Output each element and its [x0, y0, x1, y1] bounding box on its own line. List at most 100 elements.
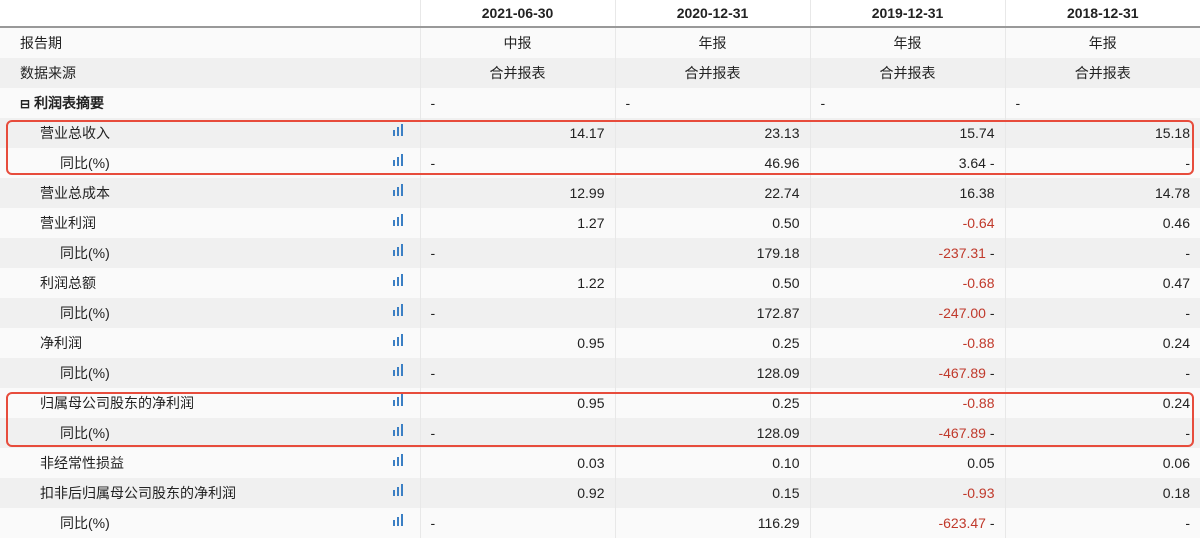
cell-value: 0.18 — [1005, 478, 1200, 508]
collapse-icon[interactable]: ⊟ — [20, 97, 30, 111]
cell-value: - — [1005, 418, 1200, 448]
row-label: 同比(%) — [0, 148, 420, 178]
col-header-3: 2018-12-31 — [1005, 0, 1200, 27]
chart-icon[interactable] — [392, 303, 410, 320]
row-net_profit: 净利润0.950.25-0.880.24 — [0, 328, 1200, 358]
chart-icon[interactable] — [392, 333, 410, 350]
row-label: 同比(%) — [0, 238, 420, 268]
cell-value: 0.15 — [615, 478, 810, 508]
row-data-source: 数据来源合并报表合并报表合并报表合并报表 — [0, 58, 1200, 88]
cell-value: 46.96 — [615, 148, 810, 178]
row-label: 营业利润 — [0, 208, 420, 238]
col-header-2: 2019-12-31 — [810, 0, 1005, 27]
cell-value: -0.64 — [810, 208, 1005, 238]
cell-value: 0.50 — [615, 208, 810, 238]
row-label: 同比(%) — [0, 508, 420, 538]
row-label: 归属母公司股东的净利润 — [0, 388, 420, 418]
cell-value: 1.27 — [420, 208, 615, 238]
col-header-1: 2020-12-31 — [615, 0, 810, 27]
cell-value: 22.74 — [615, 178, 810, 208]
cell-value: 179.18 — [615, 238, 810, 268]
cell-value: 0.47 — [1005, 268, 1200, 298]
cell-value: -247.00 - — [810, 298, 1005, 328]
row-total_rev_yoy: 同比(%)-46.963.64 -- — [0, 148, 1200, 178]
row-label: 净利润 — [0, 328, 420, 358]
cell-value: 15.74 — [810, 118, 1005, 148]
chart-icon[interactable] — [392, 123, 410, 140]
chart-icon[interactable] — [392, 483, 410, 500]
chart-icon[interactable] — [392, 453, 410, 470]
cell-value: -237.31 - — [810, 238, 1005, 268]
cell-value: 172.87 — [615, 298, 810, 328]
cell-value: - — [420, 148, 615, 178]
cell-value: 0.50 — [615, 268, 810, 298]
cell-value: 0.24 — [1005, 388, 1200, 418]
cell-value: 0.24 — [1005, 328, 1200, 358]
row-op_profit_yoy: 同比(%)-179.18-237.31 -- — [0, 238, 1200, 268]
row-label: 扣非后归属母公司股东的净利润 — [0, 478, 420, 508]
cell-value: 年报 — [615, 27, 810, 58]
cell-value: 0.95 — [420, 328, 615, 358]
row-adj_parent_np: 扣非后归属母公司股东的净利润0.920.15-0.930.18 — [0, 478, 1200, 508]
cell-value: - — [1005, 508, 1200, 538]
cell-value: 14.17 — [420, 118, 615, 148]
chart-icon[interactable] — [392, 153, 410, 170]
cell-value: 3.64 - — [810, 148, 1005, 178]
chart-icon[interactable] — [392, 273, 410, 290]
cell-value: - — [810, 88, 1005, 118]
cell-value: 0.05 — [810, 448, 1005, 478]
cell-value: 0.10 — [615, 448, 810, 478]
row-label: ⊟利润表摘要 — [0, 88, 420, 118]
cell-value: - — [420, 418, 615, 448]
cell-value: 0.95 — [420, 388, 615, 418]
cell-value: - — [420, 358, 615, 388]
chart-icon[interactable] — [392, 513, 410, 530]
cell-value: 合并报表 — [810, 58, 1005, 88]
row-op_profit: 营业利润1.270.50-0.640.46 — [0, 208, 1200, 238]
cell-value: -0.88 — [810, 328, 1005, 358]
row-total_profit: 利润总额1.220.50-0.680.47 — [0, 268, 1200, 298]
row-label: 非经常性损益 — [0, 448, 420, 478]
cell-value: 128.09 — [615, 358, 810, 388]
section-header: ⊟利润表摘要---- — [0, 88, 1200, 118]
row-parent_np: 归属母公司股东的净利润0.950.25-0.880.24 — [0, 388, 1200, 418]
cell-value: 0.03 — [420, 448, 615, 478]
chart-icon[interactable] — [392, 243, 410, 260]
row-label: 同比(%) — [0, 298, 420, 328]
row-total_profit_yoy: 同比(%)-172.87-247.00 -- — [0, 298, 1200, 328]
financial-table-container: 2021-06-30 2020-12-31 2019-12-31 2018-12… — [0, 0, 1200, 538]
cell-value: -0.88 — [810, 388, 1005, 418]
cell-value: 12.99 — [420, 178, 615, 208]
cell-value: -0.93 — [810, 478, 1005, 508]
chart-icon[interactable] — [392, 393, 410, 410]
cell-value: 0.06 — [1005, 448, 1200, 478]
cell-value: -0.68 — [810, 268, 1005, 298]
cell-value: 合并报表 — [615, 58, 810, 88]
row-nonrecur: 非经常性损益0.030.100.050.06 — [0, 448, 1200, 478]
row-parent_np_yoy: 同比(%)-128.09-467.89 -- — [0, 418, 1200, 448]
cell-value: 0.46 — [1005, 208, 1200, 238]
cell-value: -467.89 - — [810, 358, 1005, 388]
row-adj_parent_yoy: 同比(%)-116.29-623.47 -- — [0, 508, 1200, 538]
header-row: 2021-06-30 2020-12-31 2019-12-31 2018-12… — [0, 0, 1200, 27]
cell-value: - — [1005, 358, 1200, 388]
row-label: 营业总成本 — [0, 178, 420, 208]
chart-icon[interactable] — [392, 213, 410, 230]
cell-value: 1.22 — [420, 268, 615, 298]
cell-value: - — [420, 508, 615, 538]
cell-value: 0.92 — [420, 478, 615, 508]
chart-icon[interactable] — [392, 423, 410, 440]
cell-value: 14.78 — [1005, 178, 1200, 208]
chart-icon[interactable] — [392, 363, 410, 380]
row-label: 营业总收入 — [0, 118, 420, 148]
table-body: 报告期中报年报年报年报数据来源合并报表合并报表合并报表合并报表⊟利润表摘要---… — [0, 27, 1200, 538]
cell-value: - — [615, 88, 810, 118]
cell-value: - — [1005, 298, 1200, 328]
chart-icon[interactable] — [392, 183, 410, 200]
cell-value: -623.47 - — [810, 508, 1005, 538]
row-label: 同比(%) — [0, 358, 420, 388]
row-label: 利润总额 — [0, 268, 420, 298]
row-net_profit_yoy: 同比(%)-128.09-467.89 -- — [0, 358, 1200, 388]
cell-value: - — [1005, 148, 1200, 178]
cell-value: 128.09 — [615, 418, 810, 448]
